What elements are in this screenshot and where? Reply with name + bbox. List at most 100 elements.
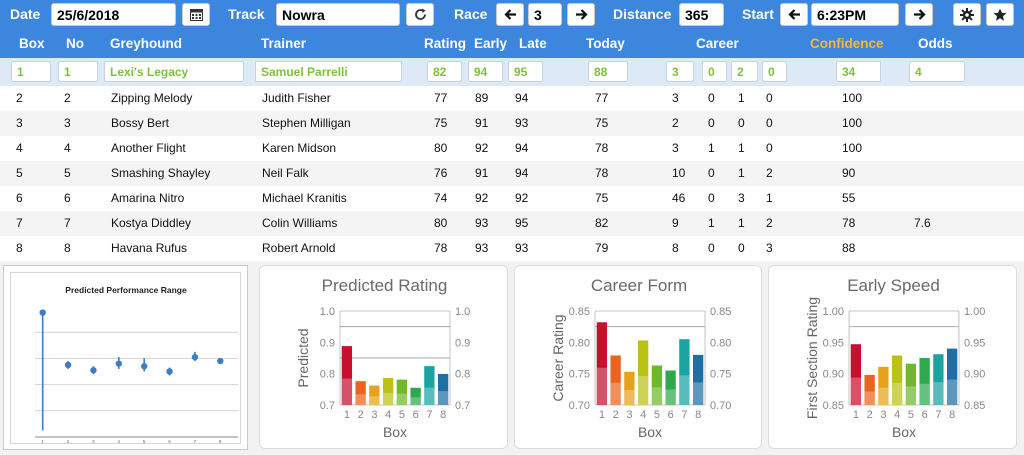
x-tick-label: 5 <box>654 409 660 421</box>
cell-career: 1 <box>738 91 745 105</box>
calendar-button[interactable] <box>182 3 210 26</box>
bar <box>410 387 421 405</box>
x-tick-label: 1 <box>41 439 44 444</box>
cell-box: 7 <box>16 216 23 230</box>
selected-rating-field[interactable]: 82 <box>427 61 462 82</box>
selected-runner-row[interactable]: 1 1 Lexi's Legacy Samuel Parrelli 82 94 … <box>0 58 1024 86</box>
chart-title: Predicted Rating <box>322 276 448 295</box>
selected-career-thirds-field[interactable]: 0 <box>762 61 787 82</box>
table-row[interactable]: 6 6 Amarina Nitro Michael Kranitis 74 92 92 75 4… <box>0 186 1024 211</box>
cell-career: 2 <box>672 116 679 130</box>
cell-career: 46 <box>672 191 686 205</box>
cell-greyhound: Another Flight <box>111 141 186 155</box>
bar-highlight <box>878 387 889 405</box>
y-tick-label-left: 0.75 <box>569 369 590 381</box>
cell-box: 6 <box>16 191 23 205</box>
y-tick-label-left: 0.85 <box>569 306 590 318</box>
selected-no-field[interactable]: 1 <box>58 61 98 82</box>
cell-greyhound: Zipping Melody <box>111 91 193 105</box>
header-trainer[interactable]: Trainer <box>261 36 307 51</box>
selected-box-field[interactable]: 1 <box>11 61 51 82</box>
chart-title: Predicted Performance Range <box>65 285 187 295</box>
start-field[interactable]: 6:23PM <box>811 3 899 26</box>
start-prev-button[interactable] <box>780 3 808 26</box>
distance-field[interactable]: 365 <box>679 3 724 26</box>
cell-no: 7 <box>64 216 71 230</box>
early-speed-panel: Early Speed 0.85 0.85 0.90 0.90 0.95 0.95 1.00 1… <box>768 265 1017 449</box>
header-late[interactable]: Late <box>519 36 547 51</box>
x-tick-label: 5 <box>143 439 146 444</box>
header-today[interactable]: Today <box>586 36 625 51</box>
arrow-left-icon <box>503 9 516 20</box>
header-early[interactable]: Early <box>474 36 508 51</box>
refresh-button[interactable] <box>406 3 434 26</box>
header-rating[interactable]: Rating <box>424 36 466 51</box>
y-tick-label-right: 0.90 <box>964 369 985 381</box>
x-axis-label: Box <box>892 424 916 440</box>
cell-career: 0 <box>738 116 745 130</box>
bar <box>624 371 635 405</box>
selected-confidence-field[interactable]: 34 <box>836 61 881 82</box>
header-greyhound[interactable]: Greyhound <box>110 36 183 51</box>
cell-box: 3 <box>16 116 23 130</box>
bar-highlight <box>679 375 690 405</box>
bar <box>878 366 889 405</box>
cell-no: 3 <box>64 116 71 130</box>
cell-odds: 7.6 <box>914 216 931 230</box>
range-point <box>90 366 97 374</box>
cell-career: 3 <box>672 91 679 105</box>
selected-trainer-field[interactable]: Samuel Parrelli <box>255 61 402 82</box>
y-axis-label: First Section Rating <box>804 297 820 419</box>
table-row[interactable]: 8 8 Havana Rufus Robert Arnold 78 93 93 79 8 0 0 3 8… <box>0 236 1024 261</box>
favorite-button[interactable] <box>986 3 1014 26</box>
selected-late-field[interactable]: 95 <box>508 61 543 82</box>
table-row[interactable]: 7 7 Kostya Diddley Colin Williams 80 93 95 82 9 1… <box>0 211 1024 236</box>
x-tick-label: 2 <box>67 439 70 444</box>
y-axis-label: Predicted <box>295 328 311 387</box>
header-confidence[interactable]: Confidence <box>810 36 884 51</box>
cell-career: 9 <box>672 216 679 230</box>
cell-today: 79 <box>595 241 609 255</box>
header-no[interactable]: No <box>66 36 84 51</box>
y-tick-label-right: 0.85 <box>964 400 985 412</box>
settings-button[interactable] <box>953 3 981 26</box>
header-box[interactable]: Box <box>19 36 45 51</box>
cell-today: 75 <box>595 116 609 130</box>
selected-today-field[interactable]: 88 <box>588 61 628 82</box>
calendar-icon <box>189 9 203 21</box>
cell-career: 1 <box>738 141 745 155</box>
track-field[interactable]: Nowra <box>276 3 400 26</box>
cell-career: 1 <box>738 166 745 180</box>
start-next-button[interactable] <box>905 3 933 26</box>
table-row[interactable]: 3 3 Bossy Bert Stephen Milligan 75 91 93 75 2 0 0 0… <box>0 111 1024 136</box>
range-point <box>166 368 173 375</box>
selected-odds-field[interactable]: 4 <box>909 61 965 82</box>
race-prev-button[interactable] <box>496 3 524 26</box>
selected-career-starts-field[interactable]: 3 <box>666 61 694 82</box>
bar-highlight <box>891 382 903 405</box>
race-field[interactable]: 3 <box>528 3 562 26</box>
x-tick-label: 5 <box>908 409 914 421</box>
selected-career-wins-field[interactable]: 0 <box>702 61 727 82</box>
x-tick-label: 6 <box>413 409 419 421</box>
table-row[interactable]: 2 2 Zipping Melody Judith Fisher 77 89 94 77 3 0 1… <box>0 86 1024 111</box>
selected-greyhound-field[interactable]: Lexi's Legacy <box>104 61 244 82</box>
race-next-button[interactable] <box>567 3 595 26</box>
bar-highlight <box>341 378 353 405</box>
cell-today: 78 <box>595 141 609 155</box>
cell-late: 92 <box>515 191 529 205</box>
cell-confidence: 90 <box>842 166 856 180</box>
date-field[interactable]: 25/6/2018 <box>51 3 176 26</box>
date-label: Date <box>10 6 41 22</box>
selected-career-seconds-field[interactable]: 2 <box>731 61 758 82</box>
predicted-rating-panel: Predicted Rating 0.7 0.7 0.8 0.8 0.9 0.9 1.0 1.0… <box>259 265 508 449</box>
cell-rating: 75 <box>434 116 448 130</box>
table-row[interactable]: 5 5 Smashing Shayley Neil Falk 76 91 94 78 10 0 1 2… <box>0 161 1024 186</box>
cell-career: 0 <box>708 116 715 130</box>
selected-early-field[interactable]: 94 <box>468 61 503 82</box>
table-row[interactable]: 4 4 Another Flight Karen Midson 80 92 94 78 3 1 1 0… <box>0 136 1024 161</box>
y-tick-label-right: 0.8 <box>455 369 470 381</box>
x-tick-label: 8 <box>219 439 222 444</box>
header-career[interactable]: Career <box>696 36 739 51</box>
header-odds[interactable]: Odds <box>918 36 953 51</box>
